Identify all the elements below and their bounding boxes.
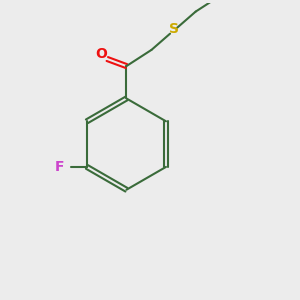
Text: S: S [169, 22, 178, 36]
Text: O: O [95, 47, 107, 61]
Text: F: F [55, 160, 64, 174]
